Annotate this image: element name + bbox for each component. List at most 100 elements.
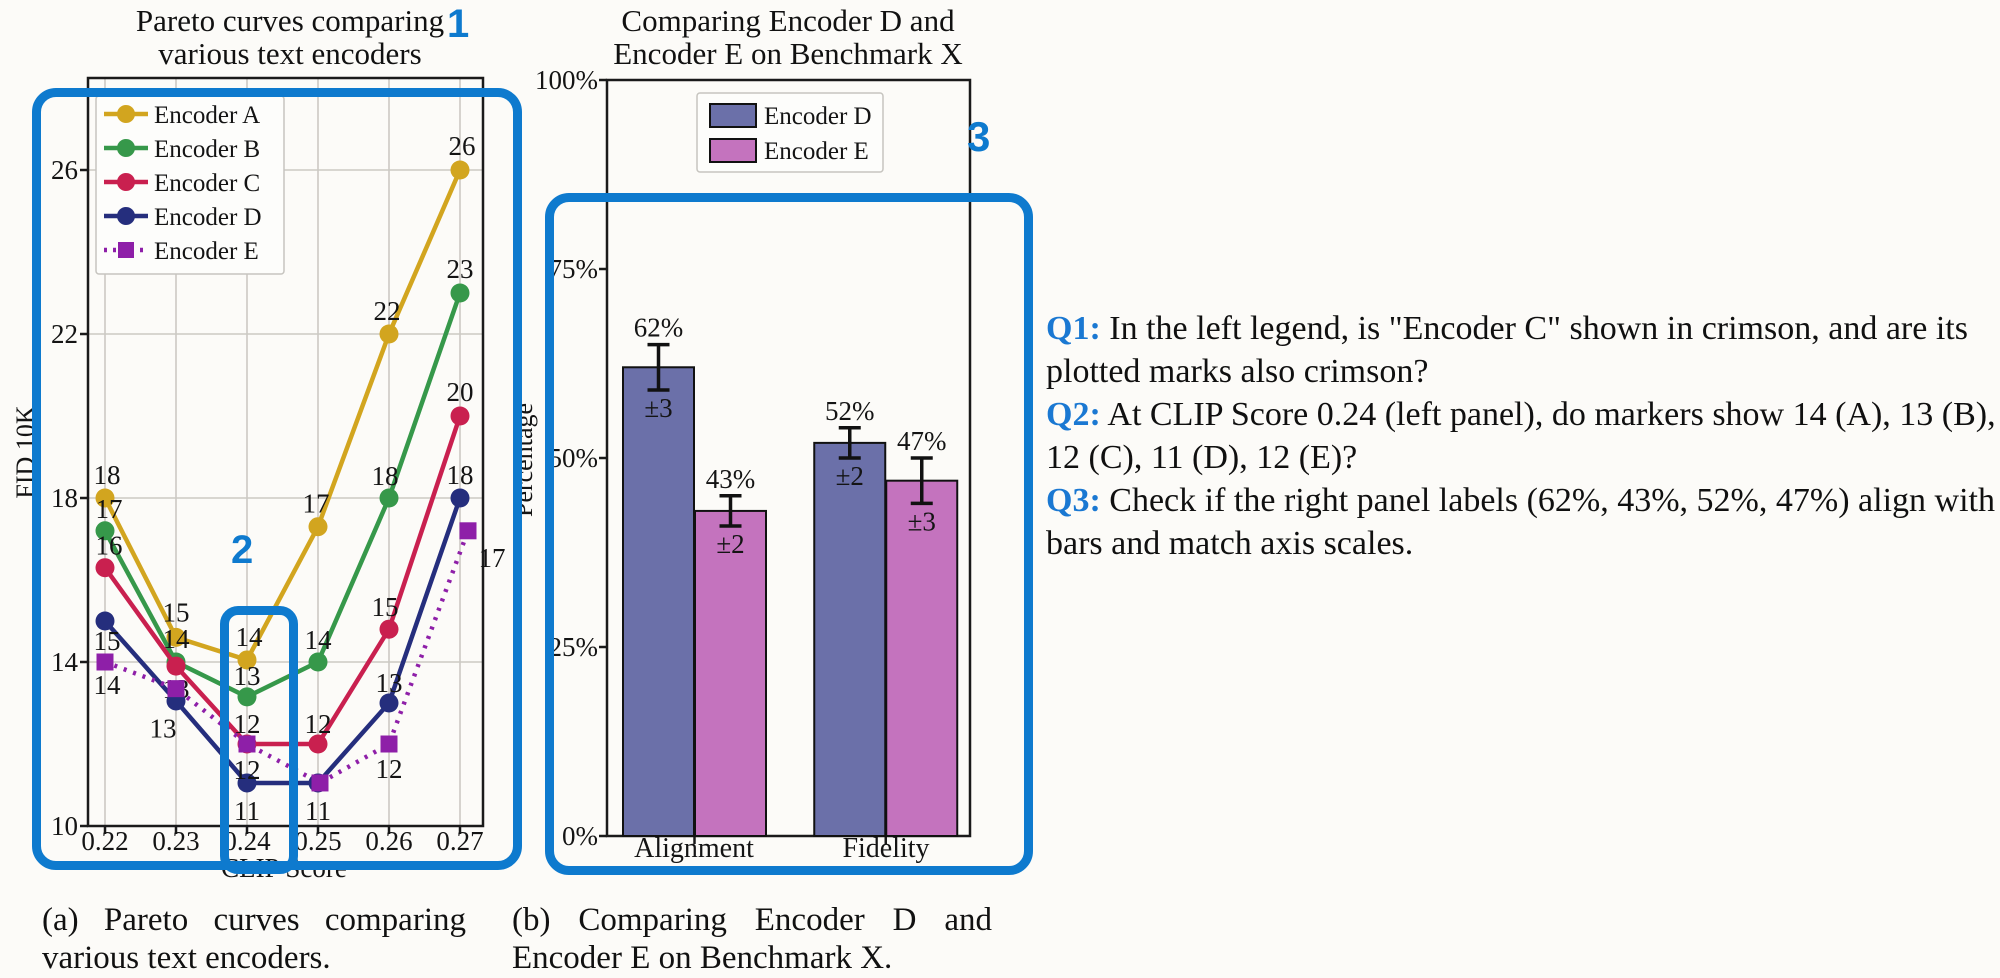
marker — [308, 734, 328, 754]
svg-text:17: 17 — [96, 494, 123, 524]
svg-text:13: 13 — [376, 668, 403, 698]
series-encoder-c: 16 13 12 12 15 20 — [95, 377, 474, 754]
marker — [237, 773, 257, 793]
svg-text:±2: ±2 — [716, 529, 744, 559]
marker — [308, 517, 328, 537]
qa-q3-line1: Q3: Check if the right panel labels (62%… — [1046, 479, 1996, 522]
svg-text:13: 13 — [150, 714, 177, 744]
svg-text:12: 12 — [234, 709, 261, 739]
svg-text:17: 17 — [479, 543, 506, 573]
qa-q2-text: At CLIP Score 0.24 (left panel), do mark… — [1107, 396, 1996, 433]
marker — [379, 324, 399, 344]
caption-a: (a) Pareto curves comparing various text… — [42, 902, 466, 976]
svg-text:0.25: 0.25 — [294, 826, 341, 856]
svg-text:52%: 52% — [825, 396, 875, 426]
svg-text:62%: 62% — [634, 313, 684, 343]
right-chart-title: Comparing Encoder D and Encoder E on Ben… — [563, 4, 1013, 70]
svg-text:12: 12 — [234, 755, 261, 785]
qa-q1-line2: plotted marks also crimson? — [1046, 353, 1429, 390]
marker — [459, 522, 477, 540]
qa-q3-text: Check if the right panel labels (62%, 43… — [1109, 482, 1995, 519]
svg-text:22: 22 — [51, 319, 78, 349]
svg-text:0.27: 0.27 — [436, 826, 483, 856]
marker — [166, 656, 186, 676]
svg-text:Percentage: Percentage — [509, 403, 538, 517]
series-encoder-d: 15 11 11 13 18 — [94, 460, 474, 826]
svg-text:15: 15 — [94, 626, 121, 656]
svg-text:FID 10K: FID 10K — [11, 405, 40, 498]
annotation-number-3: 3 — [967, 113, 991, 160]
annotation-number-2: 2 — [231, 528, 254, 572]
svg-text:CLIP Score: CLIP Score — [221, 853, 347, 883]
svg-text:43%: 43% — [706, 464, 756, 494]
marker — [95, 558, 115, 578]
svg-text:0.23: 0.23 — [152, 826, 199, 856]
svg-text:15: 15 — [372, 592, 399, 622]
svg-text:26: 26 — [51, 155, 78, 185]
svg-text:Encoder A: Encoder A — [154, 102, 260, 129]
marker — [238, 735, 256, 753]
marker — [379, 693, 399, 713]
svg-text:±2: ±2 — [836, 461, 864, 491]
svg-text:17: 17 — [303, 489, 330, 519]
qa-q1-label: Q1: — [1046, 310, 1101, 347]
svg-text:23: 23 — [447, 254, 474, 284]
marker — [450, 160, 470, 180]
svg-text:14: 14 — [94, 670, 122, 700]
svg-text:0%: 0% — [562, 821, 598, 851]
marker — [450, 488, 470, 508]
bars-encoder-e: 43% ±2 47% ±3 — [694, 426, 959, 837]
bar-category-fidelity: Fidelity — [842, 833, 930, 864]
svg-text:10: 10 — [51, 811, 78, 841]
marker — [311, 774, 329, 792]
marker — [95, 521, 115, 541]
svg-text:75%: 75% — [549, 254, 599, 284]
marker — [237, 650, 257, 670]
marker — [379, 619, 399, 639]
svg-text:14: 14 — [236, 622, 264, 652]
marker — [96, 653, 114, 671]
svg-text:Encoder C: Encoder C — [154, 170, 260, 197]
series-encoder-b: 17 14 13 14 18 23 — [95, 254, 474, 707]
svg-text:26: 26 — [449, 131, 476, 161]
marker — [237, 687, 257, 707]
right-chart-title-line2: Encoder E on Benchmark X — [613, 36, 963, 71]
svg-text:±3: ±3 — [644, 393, 672, 423]
svg-text:12: 12 — [305, 709, 332, 739]
marker — [308, 652, 328, 672]
left-chart-title: Pareto curves comparing various text enc… — [65, 4, 515, 70]
series-encoder-e: 14 13 12 12 17 — [94, 522, 506, 792]
svg-text:18: 18 — [94, 460, 121, 490]
right-chart-title-line1: Comparing Encoder D and — [621, 3, 955, 38]
qa-q1-line1: Q1: In the left legend, is "Encoder C" s… — [1046, 307, 1996, 350]
svg-text:Encoder D: Encoder D — [154, 204, 262, 231]
svg-text:12: 12 — [376, 754, 403, 784]
bar — [885, 479, 959, 837]
svg-text:16: 16 — [96, 531, 123, 561]
bar-chart-legend: Encoder D Encoder E — [696, 92, 884, 173]
svg-text:Encoder E: Encoder E — [154, 238, 259, 265]
marker — [95, 488, 115, 508]
svg-text:50%: 50% — [549, 443, 599, 473]
bar — [622, 366, 695, 837]
svg-text:11: 11 — [305, 796, 331, 826]
qa-q2-line2: 12 (C), 11 (D), 12 (E)? — [1046, 439, 1358, 476]
svg-text:47%: 47% — [897, 426, 947, 456]
svg-text:15: 15 — [163, 597, 190, 627]
svg-text:18: 18 — [372, 461, 399, 491]
svg-text:18: 18 — [51, 483, 78, 513]
svg-text:11: 11 — [234, 796, 260, 826]
svg-text:14: 14 — [305, 625, 333, 655]
marker — [167, 680, 185, 698]
qa-q1-text: In the left legend, is "Encoder C" shown… — [1109, 310, 1968, 347]
svg-text:25%: 25% — [549, 632, 599, 662]
qa-q3-line2: bars and match axis scales. — [1046, 525, 1414, 562]
svg-text:0.26: 0.26 — [365, 826, 412, 856]
bar-category-alignment: Alignment — [634, 833, 754, 864]
svg-text:0.24: 0.24 — [223, 826, 271, 856]
marker — [95, 611, 115, 631]
left-chart-title-line2: various text encoders — [158, 36, 422, 71]
qa-q2-line1: Q2: At CLIP Score 0.24 (left panel), do … — [1046, 393, 1996, 436]
line-chart-legend: Encoder A Encoder B Encoder C Encoder D Enco… — [95, 95, 285, 275]
